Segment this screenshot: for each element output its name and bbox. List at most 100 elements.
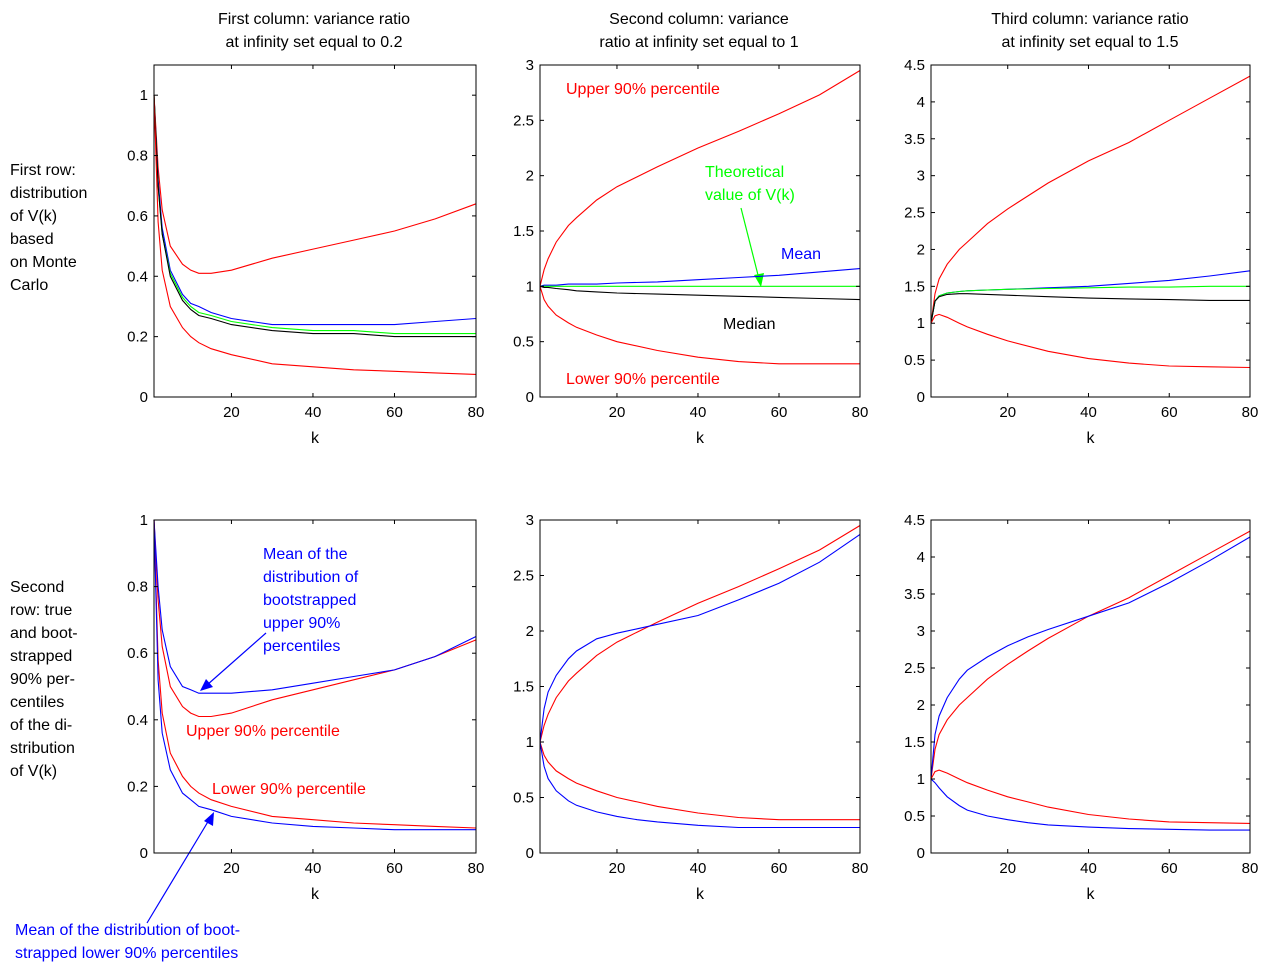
series-line-red-4 — [930, 313, 1251, 369]
y-tick-label: 0.8 — [127, 148, 148, 165]
x-tick-label: 80 — [1242, 860, 1259, 877]
series-line-blue-3 — [153, 519, 476, 831]
x-tick-label: 40 — [305, 860, 322, 877]
plot-frame — [539, 64, 861, 398]
y-tick-label: 3 — [526, 57, 534, 74]
x-tick-label: 60 — [771, 404, 788, 421]
y-tick-label: 0.5 — [513, 790, 534, 807]
annotation-percentiles: percentiles — [263, 638, 340, 655]
row-2-label-line: strapped — [10, 648, 72, 665]
x-axis-label: k — [1087, 430, 1096, 447]
x-tick-label: 60 — [386, 404, 403, 421]
series-line-blue-3 — [930, 778, 1250, 831]
x-tick-label: 20 — [999, 404, 1016, 421]
x-tick-label: 60 — [771, 860, 788, 877]
y-tick-label: 3.5 — [904, 586, 925, 603]
y-tick-label: 0.5 — [904, 352, 925, 369]
plot-frame — [930, 64, 1251, 398]
y-tick-label: 0.2 — [127, 778, 148, 795]
series-line-blue-1 — [539, 533, 861, 743]
y-tick-label: 4.5 — [904, 57, 925, 74]
x-tick-label: 80 — [468, 860, 485, 877]
y-tick-label: 2.5 — [513, 568, 534, 585]
y-tick-label: 1.5 — [904, 278, 925, 295]
arrow-line — [146, 819, 210, 924]
y-tick-label: 0 — [140, 845, 148, 862]
row-1-label-line: distribution — [10, 185, 87, 202]
y-tick-label: 2.5 — [904, 660, 925, 677]
y-tick-label: 0 — [917, 845, 925, 862]
panel-title-line: at infinity set equal to 0.2 — [226, 34, 403, 51]
annotation-upper-90-percentile: Upper 90% percentile — [186, 723, 340, 740]
upper-bootstrap-arrow — [200, 632, 267, 691]
y-tick-label: 0 — [526, 389, 534, 406]
series-line-black-3 — [930, 293, 1250, 324]
x-tick-label: 20 — [609, 404, 626, 421]
x-axis-label: k — [696, 886, 705, 903]
row-2-label-line: row: true — [10, 602, 72, 619]
y-tick-label: 3 — [917, 623, 925, 640]
series-line-red-0 — [930, 530, 1251, 780]
x-axis-label: k — [1087, 886, 1096, 903]
row-2-label-line: Second — [10, 579, 64, 596]
row-2-label-line: and boot- — [10, 625, 78, 642]
row-2-label: Second row: true and boot- strapped 90% … — [10, 579, 78, 780]
series-line-green-2 — [930, 285, 1250, 324]
y-tick-label: 0 — [526, 845, 534, 862]
y-tick-label: 1 — [526, 278, 534, 295]
x-axis-label: k — [311, 886, 320, 903]
annotation-theoretical: Theoretical — [705, 164, 784, 181]
x-tick-label: 60 — [1161, 404, 1178, 421]
x-tick-label: 40 — [1080, 860, 1097, 877]
y-tick-label: 0.6 — [127, 645, 148, 662]
series-line-red-4 — [539, 286, 860, 365]
x-tick-label: 20 — [223, 404, 240, 421]
y-tick-label: 4 — [917, 94, 925, 111]
panel-title-line: Third column: variance ratio — [991, 11, 1189, 28]
y-tick-label: 3 — [917, 168, 925, 185]
x-tick-label: 20 — [999, 860, 1016, 877]
y-tick-label: 1 — [140, 87, 148, 104]
y-tick-label: 1.5 — [904, 734, 925, 751]
panel-title-line: at infinity set equal to 1.5 — [1002, 34, 1179, 51]
series-line-red-0 — [153, 519, 477, 718]
plot-frame — [153, 519, 477, 854]
x-tick-label: 40 — [1080, 404, 1097, 421]
y-tick-label: 1 — [917, 771, 925, 788]
series-line-blue-1 — [153, 95, 477, 326]
x-tick-label: 60 — [1161, 860, 1178, 877]
series-line-blue-1 — [930, 536, 1251, 780]
y-tick-label: 2 — [917, 697, 925, 714]
row-1-label-line: of V(k) — [10, 208, 57, 225]
y-tick-label: 1 — [140, 512, 148, 529]
annotation-upper-90-percentile: Upper 90% percentile — [566, 81, 720, 98]
arrow-head — [754, 273, 764, 287]
y-tick-label: 2 — [917, 241, 925, 258]
y-tick-label: 3 — [526, 512, 534, 529]
row-2-label-line: 90% per- — [10, 671, 75, 688]
annotation-value-of-vk: value of V(k) — [705, 187, 795, 204]
y-tick-label: 2.5 — [513, 112, 534, 129]
row-2-label-line: of V(k) — [10, 763, 57, 780]
series-line-red-0 — [539, 525, 861, 743]
y-tick-label: 4 — [917, 549, 925, 566]
x-tick-label: 20 — [223, 860, 240, 877]
series-line-blue-1 — [539, 268, 861, 287]
plot-frame — [930, 519, 1251, 854]
panel-r2-c1: Mean of the distribution of bootstrapped… — [15, 512, 484, 962]
panel-r1-c1: First column: variance ratio at infinity… — [127, 11, 484, 447]
annotation-mean-of-the: Mean of the — [263, 546, 348, 563]
row-2-label-line: of the di- — [10, 717, 72, 734]
x-tick-label: 60 — [386, 860, 403, 877]
series-line-red-4 — [153, 95, 477, 375]
y-tick-label: 0.5 — [904, 808, 925, 825]
y-tick-label: 0.8 — [127, 579, 148, 596]
series-line-red-2 — [539, 741, 860, 821]
row-1-label-line: First row: — [10, 162, 76, 179]
annotation-upper-90: upper 90% — [263, 615, 340, 632]
series-line-blue-3 — [539, 741, 860, 829]
annotation-lower-90-percentile: Lower 90% percentile — [212, 781, 366, 798]
panel-r1-c3: Third column: variance ratio at infinity… — [904, 11, 1258, 447]
y-tick-label: 0 — [140, 389, 148, 406]
row-1-label-line: on Monte — [10, 254, 77, 271]
